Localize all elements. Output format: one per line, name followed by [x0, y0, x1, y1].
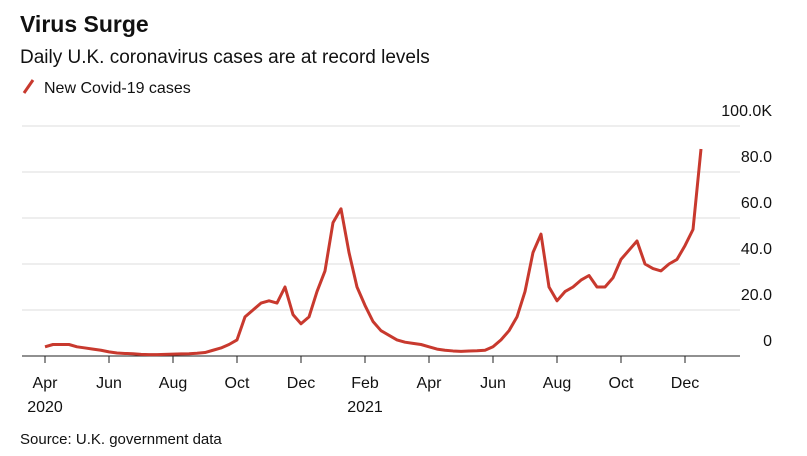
y-tick-label: 20.0 — [741, 287, 772, 304]
x-tick-label: Aug — [543, 375, 571, 392]
x-tick-label: Jun — [96, 375, 122, 392]
x-tick-label: Oct — [225, 375, 250, 392]
y-tick-label: 60.0 — [741, 195, 772, 212]
x-tick-label: Jun — [480, 375, 506, 392]
x-tick-label: Dec — [287, 375, 315, 392]
y-tick-label: 100.0K — [721, 103, 772, 120]
chart-subtitle: Daily U.K. coronavirus cases are at reco… — [20, 47, 430, 68]
y-tick-label: 0 — [763, 333, 772, 350]
line-series — [44, 148, 703, 357]
x-tick-label: Feb — [351, 375, 379, 392]
x-tick-label: Apr — [33, 375, 59, 392]
legend-label: New Covid-19 cases — [44, 80, 191, 97]
x-year-label: 2020 — [27, 399, 63, 416]
y-tick-label: 80.0 — [741, 149, 772, 166]
chart-title: Virus Surge — [20, 11, 149, 37]
legend-swatch — [22, 79, 35, 94]
x-tick-label: Apr — [417, 375, 443, 392]
x-tick-label: Dec — [671, 375, 699, 392]
x-year-label: 2021 — [347, 399, 383, 416]
y-tick-label: 40.0 — [741, 241, 772, 258]
source: Source: U.K. government data — [20, 431, 222, 448]
x-tick-label: Aug — [159, 375, 187, 392]
x-tick-label: Oct — [609, 375, 634, 392]
